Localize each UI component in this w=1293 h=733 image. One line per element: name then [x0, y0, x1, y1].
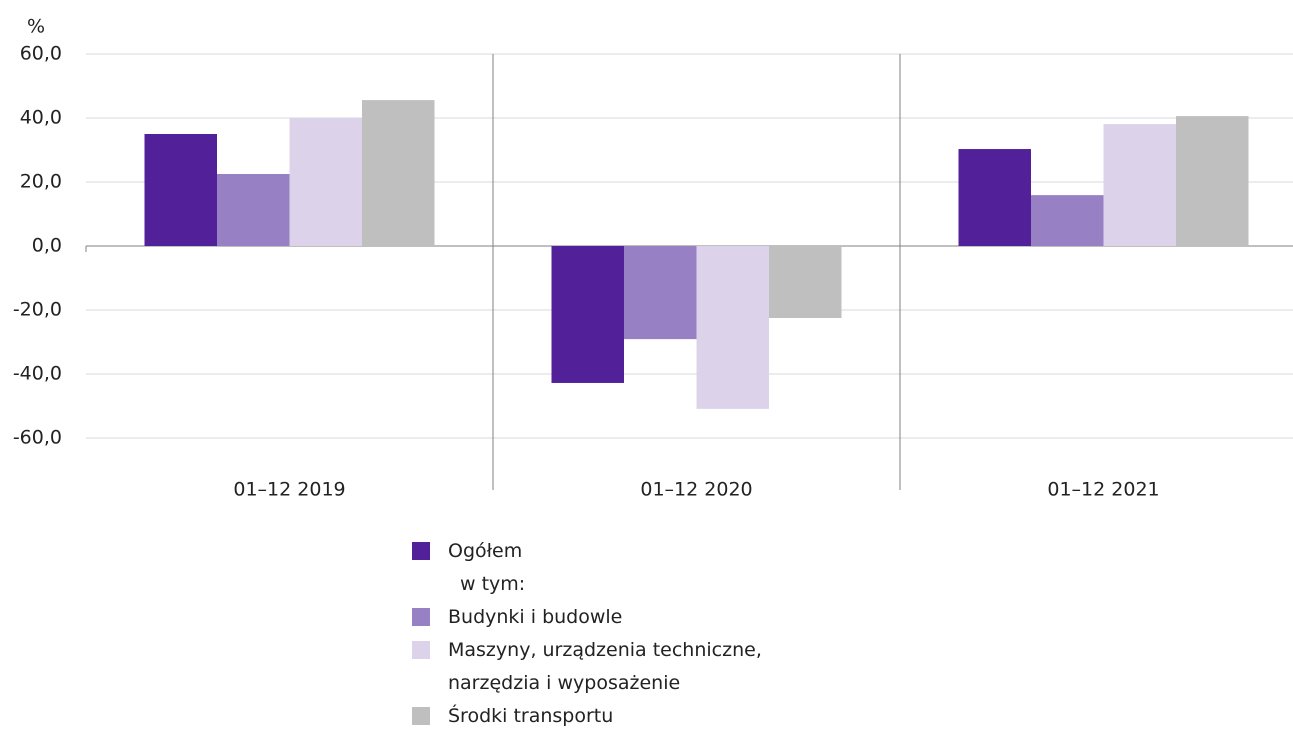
bar [1103, 124, 1176, 246]
y-tick-label: 40,0 [20, 107, 62, 129]
y-tick-label: -20,0 [13, 299, 62, 321]
y-tick-label: 60,0 [20, 43, 62, 65]
legend-note: w tym: [460, 573, 526, 595]
legend-swatch [412, 707, 430, 725]
bar [958, 149, 1031, 246]
bar [624, 246, 697, 340]
y-tick-label: -40,0 [13, 363, 62, 385]
bar [696, 246, 769, 409]
x-tick-label: 01–12 2019 [233, 479, 345, 501]
legend-label: Środki transportu [448, 705, 614, 727]
y-tick-label: 20,0 [20, 171, 62, 193]
bar [551, 246, 624, 383]
legend-label: Ogółem [448, 540, 523, 562]
bar [289, 118, 362, 246]
x-tick-label: 01–12 2021 [1047, 479, 1159, 501]
legend-label: Budynki i budowle [448, 606, 623, 628]
bar [1176, 116, 1249, 246]
y-tick-label: 0,0 [32, 235, 62, 257]
legend-swatch [412, 608, 430, 626]
bar [217, 174, 290, 246]
legend-swatch [412, 641, 430, 659]
bar [144, 134, 217, 246]
legend-swatch [412, 542, 430, 560]
bar [1031, 195, 1104, 246]
bar [769, 246, 842, 318]
bar [362, 100, 435, 246]
y-tick-label: -60,0 [13, 427, 62, 449]
y-axis-label: % [27, 16, 45, 38]
x-tick-label: 01–12 2020 [640, 479, 752, 501]
legend-label: Maszyny, urządzenia techniczne, narzędzi… [448, 639, 762, 694]
